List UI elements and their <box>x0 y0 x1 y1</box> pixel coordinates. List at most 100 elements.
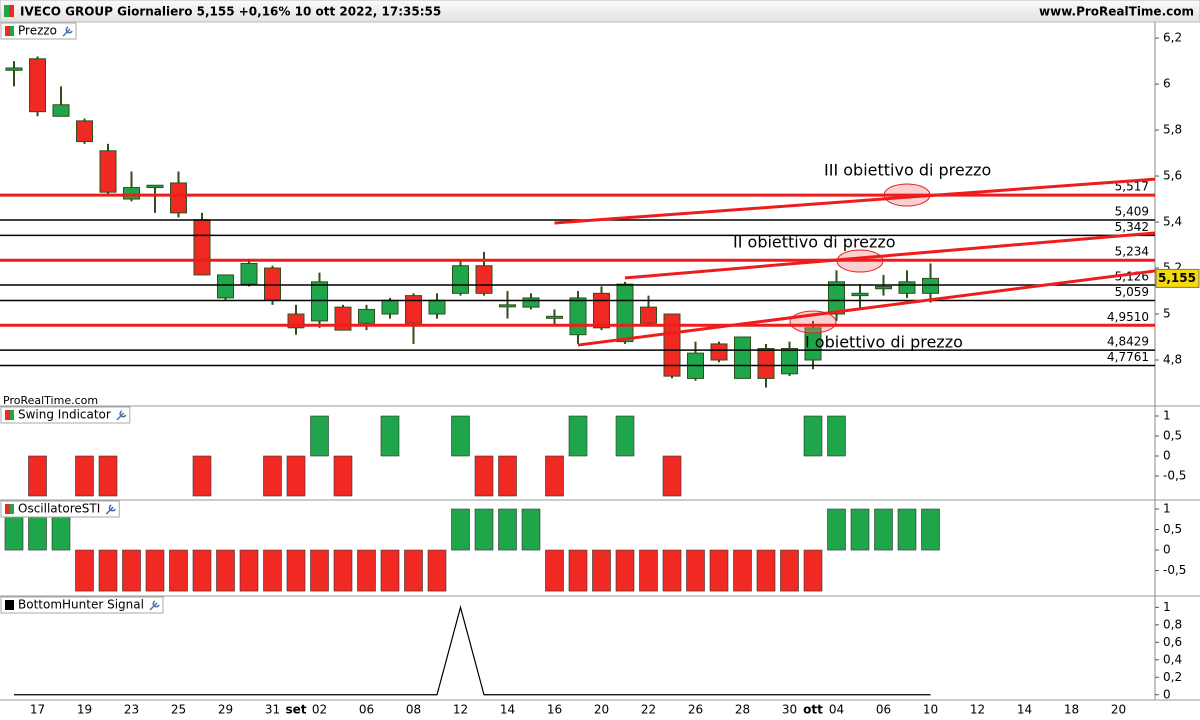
indicator-bar <box>850 508 870 551</box>
indicator-bar <box>192 549 212 592</box>
header-site[interactable]: www.ProRealTime.com <box>1039 5 1194 19</box>
candle-body <box>405 295 422 324</box>
price-level-label: 4,8429 <box>1107 335 1149 349</box>
indicator-bar <box>380 549 400 592</box>
x-tick-label: 06 <box>359 703 374 717</box>
indicator-bar <box>498 455 517 497</box>
candle-body <box>922 277 939 294</box>
panel-title-text: Prezzo <box>18 24 57 38</box>
indicator-bar <box>122 549 141 592</box>
x-tick-label: 26 <box>688 703 703 717</box>
price-level-label: 5,517 <box>1115 180 1149 194</box>
x-tick-label: 12 <box>453 703 468 717</box>
price-level-label: 5,059 <box>1115 285 1149 299</box>
y-tick-label: 0 <box>1163 449 1171 463</box>
panel-icon <box>10 410 14 420</box>
indicator-bar <box>474 508 494 551</box>
settings-icon <box>116 410 127 421</box>
price-level-label: 4,9510 <box>1107 310 1149 324</box>
indicator-bar <box>263 549 282 592</box>
trendline <box>577 269 1156 347</box>
y-tick-label: -0,5 <box>1163 563 1186 577</box>
indicator-bar <box>874 508 893 551</box>
header-icon <box>9 5 14 17</box>
y-tick-label: 0,6 <box>1163 635 1182 649</box>
y-tick-label: 0 <box>1163 543 1171 557</box>
indicator-bar <box>427 549 447 592</box>
candle-body <box>428 299 446 315</box>
x-tick-label: 25 <box>171 703 186 717</box>
y-tick-label: 5 <box>1163 307 1171 321</box>
candle-body <box>640 306 657 324</box>
indicator-bar <box>803 415 823 457</box>
settings-icon <box>105 504 116 515</box>
panel-title: OscillatoreSTI <box>0 500 120 518</box>
indicator-bar <box>286 549 306 592</box>
candle-body <box>311 281 328 322</box>
panel-icon <box>10 504 14 514</box>
candle-body <box>99 150 117 193</box>
last-price-box <box>1155 268 1200 288</box>
y-tick-label: 4,8 <box>1163 353 1182 367</box>
indicator-bar <box>568 549 588 592</box>
indicator-bar <box>639 549 658 592</box>
indicator-bar <box>98 549 118 592</box>
candle-body <box>593 292 610 329</box>
x-tick-label: 31 <box>265 703 280 717</box>
panel-title: Prezzo <box>0 22 77 40</box>
trendline <box>624 231 1156 280</box>
candle-body <box>804 327 822 361</box>
panel-icon <box>5 26 10 36</box>
annotation: I obiettivo di prezzo <box>805 333 963 352</box>
indicator-bar <box>239 549 259 592</box>
header-title: IVECO GROUP Giornaliero 5,155 +0,16% 10 … <box>20 5 441 19</box>
candle-body <box>358 308 375 324</box>
y-tick-label: 6 <box>1163 77 1171 91</box>
candle-body <box>217 274 234 299</box>
candle-body <box>52 104 70 117</box>
indicator-bar <box>404 549 423 592</box>
x-tick-label: 20 <box>1111 703 1126 717</box>
panel-title-box <box>0 500 120 518</box>
y-tick-label: 0,2 <box>1163 670 1182 684</box>
indicator-bar <box>498 508 517 551</box>
indicator-bar <box>169 549 188 592</box>
y-tick-label: 1 <box>1163 502 1171 516</box>
price-level-label: 5,342 <box>1115 220 1149 234</box>
indicator-bar <box>380 415 400 457</box>
indicator-bar <box>662 455 682 497</box>
panel-title: BottomHunter Signal <box>0 596 164 614</box>
indicator-bar <box>615 549 635 592</box>
panel-icon <box>5 504 10 514</box>
y-tick-label: 0,5 <box>1163 522 1182 536</box>
x-tick-label: 14 <box>1017 703 1032 717</box>
indicator-bar <box>827 415 846 457</box>
panel-title-text: OscillatoreSTI <box>18 502 100 516</box>
marks <box>4 56 940 696</box>
x-tick-label: 12 <box>970 703 985 717</box>
y-tick-label: 6,2 <box>1163 31 1182 45</box>
candle-body <box>663 313 681 377</box>
indicator-line <box>14 605 931 696</box>
indicator-bar <box>686 549 705 592</box>
indicator-bar <box>733 549 752 592</box>
header-bar <box>0 0 1200 23</box>
candle-body <box>734 336 751 379</box>
candle-body <box>828 281 845 315</box>
candle-body <box>264 267 281 301</box>
watermark: ProRealTime.com <box>3 394 98 407</box>
candle-body <box>5 67 23 71</box>
y-tick-label: -0,5 <box>1163 469 1186 483</box>
settings-icon <box>149 600 160 611</box>
y-tick-label: 1 <box>1163 600 1171 614</box>
x-tick-label: 19 <box>77 703 92 717</box>
indicator-bar <box>921 508 940 551</box>
indicator-bar <box>568 415 588 457</box>
indicator-bar <box>592 549 611 592</box>
candle-body <box>381 299 399 315</box>
indicator-bar <box>615 415 635 457</box>
x-tick-label: 16 <box>547 703 562 717</box>
y-tick-label: 5,6 <box>1163 169 1182 183</box>
price-level-label: 4,7761 <box>1107 350 1149 364</box>
indicator-bar <box>310 415 329 457</box>
